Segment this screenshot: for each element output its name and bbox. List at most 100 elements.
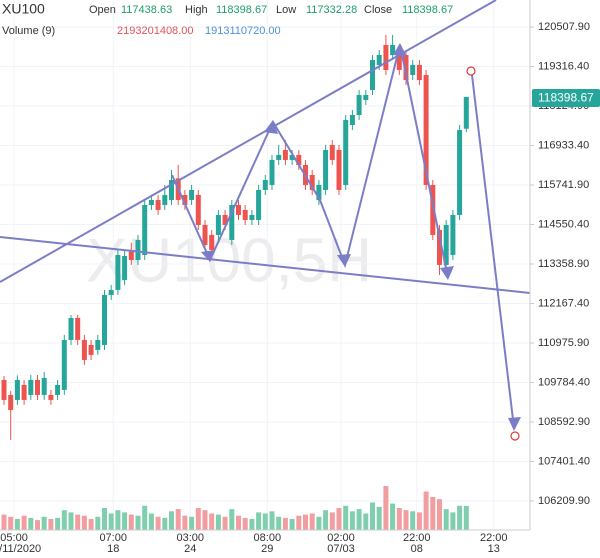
x-tick-label: 22:00 bbox=[403, 532, 431, 544]
volume-bar bbox=[75, 514, 81, 530]
volume-bar bbox=[128, 514, 134, 530]
candle-body bbox=[102, 294, 107, 345]
volume-ma: 1913110720.00 bbox=[205, 25, 281, 37]
candle-body bbox=[376, 54, 382, 65]
volume-bar bbox=[329, 512, 335, 530]
volume-bar bbox=[450, 512, 456, 530]
candle-body bbox=[410, 64, 416, 75]
candle-body bbox=[343, 119, 349, 185]
volume-bar bbox=[370, 502, 375, 530]
candle-body bbox=[282, 149, 288, 160]
candle-body bbox=[370, 59, 375, 90]
volume-bar bbox=[262, 513, 268, 530]
volume-bar bbox=[316, 516, 322, 530]
volume-bar bbox=[376, 506, 382, 530]
x-tick-label: 22:00 bbox=[480, 532, 508, 544]
candle-body bbox=[443, 224, 449, 265]
x-tick-label: 07:00 bbox=[99, 532, 127, 544]
time-axis bbox=[0, 530, 530, 558]
candle-body bbox=[115, 254, 121, 290]
candle-body bbox=[1, 379, 7, 400]
volume-bar bbox=[269, 511, 275, 530]
x-tick-label: 05:00 bbox=[0, 532, 28, 544]
volume-title: Volume (9) bbox=[2, 25, 55, 37]
candle-body bbox=[390, 44, 396, 55]
x-tick-label: 02:00 bbox=[327, 532, 355, 544]
legend-value: 117332.28 bbox=[306, 4, 357, 16]
candle-body bbox=[423, 74, 429, 185]
candle-body bbox=[135, 239, 141, 260]
candle-body bbox=[463, 96, 469, 129]
volume-bar bbox=[242, 517, 248, 530]
x-tick-label: 18 bbox=[107, 543, 119, 555]
legend-value: 118398.67 bbox=[216, 4, 267, 16]
candle-body bbox=[88, 344, 94, 355]
x-tick-label: 08:00 bbox=[254, 532, 282, 544]
candle-body bbox=[95, 339, 101, 350]
y-tick-label: 110975.90 bbox=[538, 337, 589, 349]
candle-body bbox=[457, 129, 463, 215]
volume-bar bbox=[323, 510, 329, 530]
candle-body bbox=[229, 204, 235, 240]
volume-bar bbox=[55, 517, 61, 530]
volume-bar bbox=[135, 515, 141, 530]
candle-body bbox=[296, 154, 302, 165]
volume-bar bbox=[356, 509, 362, 530]
volume-bar bbox=[189, 516, 195, 530]
candle-body bbox=[249, 214, 255, 220]
x-tick-label: 08 bbox=[411, 543, 423, 555]
y-tick-label: 113358.90 bbox=[538, 258, 589, 270]
candle-body bbox=[236, 204, 241, 215]
volume-bar bbox=[81, 515, 87, 530]
candle-body bbox=[209, 234, 215, 250]
candle-body bbox=[215, 214, 221, 235]
candle-body bbox=[35, 379, 40, 395]
volume-bar bbox=[296, 515, 302, 530]
volume-bar bbox=[108, 513, 114, 530]
legend: XU100 Open 117438.63 High 118398.67 Low … bbox=[2, 1, 453, 37]
legend-value: 118398.67 bbox=[402, 4, 453, 16]
candle-body bbox=[21, 384, 27, 400]
candle-body bbox=[155, 199, 161, 210]
price-tag-label: 118398.67 bbox=[538, 91, 594, 105]
volume-bar bbox=[390, 503, 396, 530]
volume-bar bbox=[276, 516, 282, 530]
x-tick-label: 06/11/2020 bbox=[0, 543, 41, 555]
volume-bar bbox=[236, 515, 241, 530]
candle-body bbox=[309, 174, 315, 190]
volume-bar bbox=[142, 505, 148, 530]
legend-label: Low bbox=[276, 4, 296, 16]
volume-bar bbox=[403, 510, 409, 530]
candle-body bbox=[363, 94, 369, 100]
volume-bar bbox=[309, 513, 315, 530]
candle-body bbox=[403, 54, 409, 80]
y-tick-label: 112167.40 bbox=[538, 297, 589, 309]
candle-body bbox=[329, 144, 335, 160]
candle-body bbox=[289, 154, 295, 160]
y-tick-label: 109784.40 bbox=[538, 376, 590, 388]
volume-bar bbox=[430, 497, 436, 530]
volume-bar bbox=[229, 509, 235, 530]
price-tag bbox=[532, 89, 600, 107]
volume-bar bbox=[68, 512, 74, 530]
volume-bar bbox=[175, 509, 181, 530]
candle-body bbox=[182, 194, 188, 205]
arrow-head bbox=[440, 266, 454, 280]
candle-body bbox=[430, 184, 436, 235]
candle-body bbox=[128, 249, 134, 260]
candle-body bbox=[68, 317, 74, 340]
volume-bar bbox=[215, 514, 221, 530]
volume-bar bbox=[155, 516, 161, 530]
legend-label: Open bbox=[89, 4, 116, 16]
volume-bar bbox=[202, 510, 208, 530]
y-tick-label: 106209.90 bbox=[538, 495, 590, 507]
volume-bar bbox=[95, 516, 101, 530]
y-tick-label: 115741.90 bbox=[538, 179, 589, 191]
arrow-head bbox=[393, 43, 407, 57]
volume-bar bbox=[209, 513, 215, 530]
volume-bar bbox=[363, 513, 369, 530]
x-tick-label: 07/03 bbox=[327, 543, 355, 555]
candle-body bbox=[222, 214, 228, 225]
